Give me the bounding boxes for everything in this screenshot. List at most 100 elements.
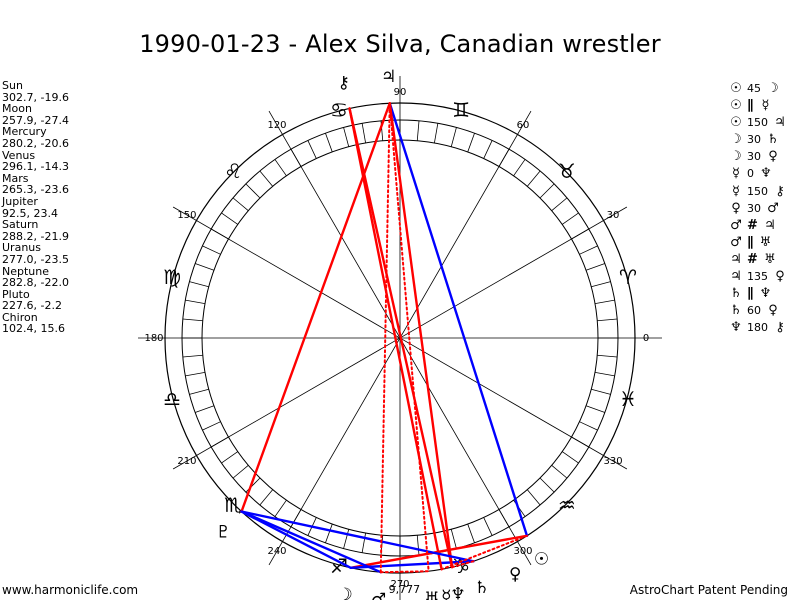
planet-position-chiron: 102.4, 15.6 (2, 322, 65, 336)
aspect-planet-2-glyph: ☿ (761, 98, 770, 114)
aspect-angle: ∥ (747, 234, 754, 250)
aspect-row: ☽ 30 ♄ (728, 131, 798, 148)
jupiter-icon: ♃ (381, 67, 396, 87)
degree-tick (416, 535, 420, 556)
degree-tick (467, 523, 475, 543)
degree-tick (325, 133, 333, 153)
degree-tick (221, 212, 239, 225)
planet-name-saturn: Saturn (2, 218, 39, 232)
aspect-line-pluto-mars (240, 510, 382, 574)
aspect-line-jupiter-neptune (388, 102, 454, 569)
degree-tick (259, 489, 274, 506)
aspect-line-neptune-chiron (348, 107, 454, 569)
degree-tick (467, 133, 475, 153)
neptune-icon: ♆ (450, 584, 465, 600)
uranus-icon: ♅ (424, 589, 439, 600)
planet-name-venus: Venus (2, 148, 36, 162)
degree-tick (259, 170, 274, 187)
pisces-sign-icon: ♓ (619, 387, 637, 411)
degree-tick (416, 120, 420, 141)
aspect-angle: 30 (747, 150, 761, 164)
degree-tick (232, 197, 249, 212)
aspect-planet-1-glyph: ☽ (730, 132, 742, 148)
aries-sign-icon: ♈ (619, 265, 637, 289)
degree-tick (307, 140, 317, 159)
aspect-row: ♃ 135 ♀ (728, 268, 798, 285)
planet-position-pluto: 227.6, -2.2 (2, 299, 62, 313)
aspect-row: ♄ ∥ ♆ (728, 285, 798, 302)
planet-name-neptune: Neptune (2, 264, 50, 278)
planet-name-mercury: Mercury (2, 125, 47, 139)
aspect-planet-2-glyph: ♆ (760, 166, 772, 182)
aspect-line-mars-uranus (379, 570, 430, 574)
aspect-planet-2-glyph: ♅ (764, 251, 776, 267)
aspect-angle: 0 (747, 167, 754, 181)
degree-tick (539, 477, 555, 493)
aspect-planet-2-glyph: ♃ (764, 217, 776, 233)
aspect-planet-1-glyph: ♄ (730, 303, 742, 319)
aspect-row: ♆ 180 ⚷ (728, 319, 798, 336)
degree-tick (513, 159, 526, 177)
leo-sign-icon: ♌ (224, 159, 242, 183)
aspect-angle: 30 (747, 201, 761, 215)
aspect-row: ☉ 45 ☽ (728, 80, 798, 97)
degree-tick (274, 159, 287, 177)
degree-tick (182, 318, 203, 322)
degree-tick (245, 183, 261, 199)
degree-tick (361, 123, 367, 144)
degree-tick (343, 127, 350, 147)
degree-tick (185, 371, 206, 377)
degree-label: 0 (643, 333, 649, 344)
aspect-planet-1-glyph: ☿ (732, 183, 740, 199)
degree-label: 60 (517, 120, 530, 131)
degree-label: 120 (267, 120, 286, 131)
planet-name-pluto: Pluto (2, 287, 30, 301)
planet-position-uranus: 277.0, -23.5 (2, 252, 69, 266)
degree-tick (551, 197, 568, 212)
aspect-planet-2-glyph: ⚷ (775, 320, 785, 336)
degree-tick (597, 318, 618, 322)
degree-tick (594, 299, 615, 305)
planet-name-sun: Sun (2, 79, 23, 92)
aquarius-sign-icon: ♒ (558, 493, 576, 517)
degree-tick (450, 529, 457, 549)
degree-label: 300 (513, 546, 532, 557)
sun-icon: ☉ (534, 549, 549, 569)
degree-tick (361, 532, 367, 553)
aspect-angle: 30 (747, 133, 761, 147)
degree-tick (274, 499, 287, 517)
aspect-line-saturn-pluto (240, 510, 475, 563)
degree-tick (195, 405, 215, 413)
degree-tick (579, 421, 598, 431)
degree-label: 330 (603, 456, 622, 467)
aspect-row: ☉ ∥ ☿ (728, 97, 798, 114)
website-footer: www.harmoniclife.com (2, 583, 139, 597)
degree-label: 210 (177, 456, 196, 467)
planet-name-jupiter: Jupiter (2, 194, 38, 208)
aspect-planet-2-glyph: ♀ (768, 303, 778, 319)
planet-position-saturn: 288.2, -21.9 (2, 229, 69, 243)
degree-tick (189, 281, 209, 288)
planet-positions-list: Sun 302.7, -19.6 Moon 257.9, -27.4 Mercury 28… (2, 80, 69, 335)
degree-label: 180 (144, 333, 163, 344)
venus-icon: ♀ (509, 564, 521, 584)
patent-notice: AstroChart Patent Pending (629, 583, 788, 597)
aspect-line-mars-jupiter (379, 102, 391, 574)
aspect-angle: 180 (747, 321, 768, 335)
aspect-planet-1-glyph: ♃ (730, 251, 742, 267)
aspect-angle: 135 (747, 270, 768, 284)
planet-name-chiron: Chiron (2, 310, 38, 324)
degree-tick (591, 388, 611, 395)
aspect-planet-2-glyph: ♄ (767, 132, 779, 148)
aspect-planet-2-glyph: ⚷ (775, 183, 785, 199)
aspect-row: ☽ 30 ♀ (728, 148, 798, 165)
aspect-line-jupiter-uranus (388, 102, 430, 573)
degree-tick (594, 371, 615, 377)
aspect-angle: # (747, 217, 758, 233)
scorpio-sign-icon: ♏ (224, 493, 242, 517)
aspect-planet-1-glyph: ☽ (730, 149, 742, 165)
aspect-planet-1-glyph: ♆ (730, 320, 742, 336)
aspect-table: ☉ 45 ☽ ☉ ∥ ☿ ☉ 150 ♃ ☽ 30 ♄ ☽ 30 ♀ ☿ 0 ♆ ☿ 150 ⚷ ♀ 30 ♂ ♂ # ♃ ♂ ∥ ♅ ♃ #… (728, 80, 798, 336)
degree-tick (579, 245, 598, 255)
degree-tick (483, 517, 493, 536)
